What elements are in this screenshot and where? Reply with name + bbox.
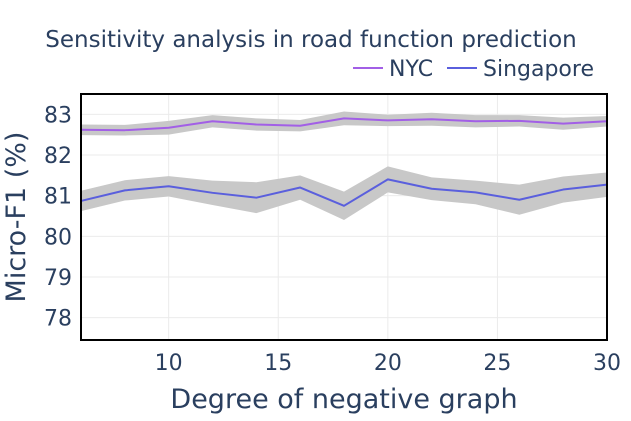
y-tick-label: 83 (44, 103, 72, 128)
confidence-bands (81, 111, 607, 221)
y-tick-label: 81 (44, 185, 72, 210)
x-tick-label: 25 (483, 351, 511, 376)
legend-label-nyc: NYC (389, 57, 433, 82)
y-axis-ticks: 78 79 80 81 82 83 (44, 103, 72, 331)
line-nyc (80, 117, 608, 132)
legend: NYC Singapore (353, 57, 594, 82)
y-tick-label: 78 (44, 307, 72, 332)
x-axis-ticks: 10 15 20 25 30 (155, 351, 621, 376)
x-tick-label: 10 (155, 351, 183, 376)
x-tick-label: 30 (593, 351, 621, 376)
band-singapore (81, 166, 607, 221)
band-nyc (81, 111, 607, 136)
x-axis-label: Degree of negative graph (170, 384, 517, 415)
y-tick-label: 82 (44, 144, 72, 169)
y-axis-label: Micro-F1 (%) (1, 132, 32, 303)
chart-title: Sensitivity analysis in road function pr… (45, 27, 576, 53)
x-tick-label: 20 (374, 351, 402, 376)
legend-label-singapore: Singapore (483, 57, 594, 82)
y-tick-label: 80 (44, 225, 72, 250)
x-tick-label: 15 (264, 351, 292, 376)
series-lines (80, 117, 608, 207)
line-singapore (80, 178, 608, 207)
plot-frame (80, 93, 608, 341)
y-tick-label: 79 (44, 266, 72, 291)
